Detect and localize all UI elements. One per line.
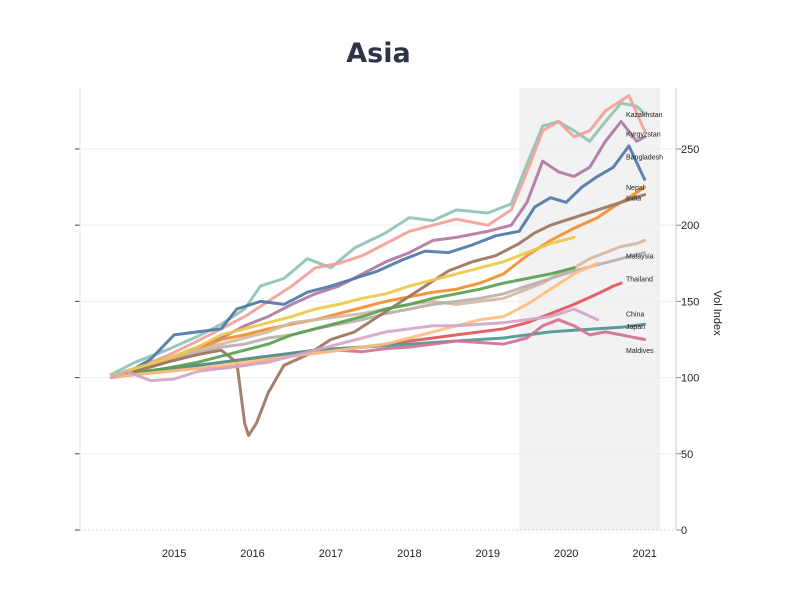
y-tick-label: 250 [681, 144, 699, 156]
series-label: Thailand [626, 277, 653, 284]
gridline-layer [80, 148, 676, 531]
series-line [109, 261, 600, 380]
chart-title: Asia [346, 38, 411, 69]
series-label: Nepal [626, 185, 645, 192]
y-axis-title: Vol Index [711, 290, 723, 336]
series-line [109, 120, 647, 380]
series-label: Japan [626, 324, 645, 331]
series-label: Kyrgyzstan [626, 132, 661, 139]
series-line [109, 266, 576, 380]
y-tick-label: 100 [681, 373, 699, 385]
series-layer [109, 94, 647, 437]
x-tick-label: 2020 [554, 548, 578, 560]
series-line [109, 185, 647, 378]
series-label: Malaysia [626, 254, 654, 261]
y-tick-label: 0 [681, 525, 687, 537]
y-tick-label: 200 [681, 220, 699, 232]
x-tick-label: 2021 [632, 548, 656, 560]
series-label-layer: Kazakhstan Kyrgyzstan Bangladesh Nepal India… [626, 112, 663, 355]
series-label: India [626, 196, 641, 203]
x-tick-label: 2017 [319, 548, 343, 560]
series-line [109, 251, 647, 380]
y-tick-label: 150 [681, 296, 699, 308]
series-line [109, 235, 576, 378]
series-line [109, 144, 647, 378]
x-tick-label: 2018 [397, 548, 421, 560]
series-line [109, 238, 647, 378]
series-label: Kazakhstan [626, 112, 663, 119]
series-line [109, 307, 600, 383]
x-tick-label: 2015 [162, 548, 186, 560]
axis-layer: 0 50 100 150 200 250 2015 2016 2017 2018 2019 2020 2… [75, 88, 699, 560]
series-label: Maldives [626, 348, 654, 355]
y-tick-label: 50 [681, 449, 693, 461]
series-label: Bangladesh [626, 155, 663, 162]
x-tick-label: 2016 [240, 548, 264, 560]
series-label: China [626, 312, 644, 319]
x-tick-label: 2019 [476, 548, 500, 560]
